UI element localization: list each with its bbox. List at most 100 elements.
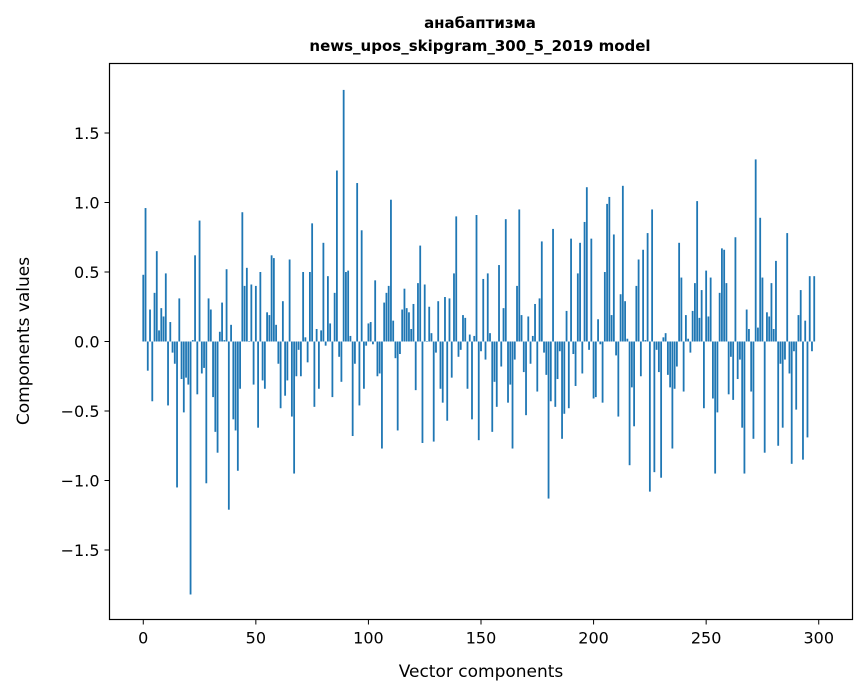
- y-axis-label: Components values: [14, 257, 34, 425]
- bar: [775, 260, 777, 342]
- bar: [250, 284, 253, 342]
- bar: [421, 341, 424, 443]
- bar: [203, 341, 205, 368]
- bar: [513, 341, 516, 360]
- bar: [660, 341, 663, 478]
- bar: [547, 341, 550, 499]
- bar: [455, 216, 458, 342]
- bar: [687, 338, 690, 342]
- bar: [444, 297, 446, 342]
- bar: [795, 341, 798, 410]
- bar: [615, 341, 617, 356]
- bar: [808, 276, 811, 342]
- x-tick-label: 300: [803, 629, 834, 648]
- bar: [245, 267, 248, 342]
- bar: [432, 341, 435, 442]
- bar: [772, 328, 775, 342]
- x-tick-label: 0: [138, 629, 148, 648]
- bar: [628, 341, 631, 466]
- bar: [684, 315, 687, 342]
- bar: [531, 335, 534, 342]
- bar: [363, 341, 365, 389]
- axes-frame: [108, 62, 854, 621]
- bar: [239, 341, 241, 389]
- bar: [241, 212, 244, 342]
- bar: [306, 341, 309, 363]
- bar: [655, 341, 658, 350]
- y-tick-label: −1.0: [61, 472, 100, 491]
- bar: [473, 335, 476, 342]
- bar: [563, 341, 566, 414]
- bar: [185, 341, 187, 378]
- bar: [171, 341, 174, 353]
- bar: [804, 320, 807, 342]
- bar: [178, 298, 181, 342]
- bar: [272, 258, 275, 342]
- bar: [209, 309, 212, 342]
- bar: [396, 341, 399, 431]
- bar: [495, 341, 498, 407]
- bar: [723, 249, 726, 342]
- bar: [268, 315, 271, 342]
- bar: [162, 316, 165, 342]
- bar: [347, 270, 350, 342]
- x-tick-label: 50: [246, 629, 266, 648]
- bar: [545, 341, 548, 375]
- bar: [700, 290, 703, 342]
- bar: [552, 228, 554, 342]
- bar: [781, 341, 784, 428]
- bar: [802, 341, 804, 460]
- bar: [471, 341, 473, 420]
- bar: [448, 298, 451, 342]
- bar: [745, 309, 748, 342]
- bar: [475, 215, 478, 342]
- bar: [752, 341, 755, 439]
- bar: [216, 341, 219, 453]
- bar: [543, 341, 545, 353]
- bar: [664, 333, 667, 342]
- bar: [227, 341, 230, 510]
- bar: [160, 308, 163, 342]
- bar: [680, 277, 683, 342]
- bar: [385, 292, 388, 342]
- bar: [214, 341, 217, 432]
- bar: [579, 242, 581, 342]
- bar: [797, 315, 800, 342]
- bar: [360, 230, 363, 342]
- bar: [502, 308, 505, 342]
- bar: [712, 341, 714, 399]
- bar: [624, 301, 626, 342]
- bar: [583, 221, 586, 342]
- bar: [617, 341, 620, 417]
- bar: [689, 341, 692, 353]
- bar: [189, 341, 192, 595]
- bar: [698, 317, 701, 342]
- bar: [286, 341, 289, 381]
- bar: [446, 341, 449, 421]
- bar: [590, 238, 593, 342]
- x-axis-ticks: 0 50 100 150 200 250 300: [138, 619, 834, 648]
- y-tick-label: −0.5: [61, 402, 100, 421]
- bar: [594, 341, 597, 398]
- bar: [721, 248, 723, 342]
- bar: [603, 272, 606, 342]
- bar: [696, 201, 699, 342]
- bar: [351, 341, 354, 437]
- bar: [799, 290, 802, 342]
- bar: [525, 341, 527, 416]
- bar: [275, 324, 278, 342]
- bar: [558, 341, 561, 352]
- bar: [153, 292, 156, 342]
- bar: [736, 341, 739, 380]
- bar: [581, 341, 584, 374]
- bar: [223, 340, 226, 342]
- bar: [437, 301, 440, 342]
- bar: [408, 312, 410, 342]
- bar: [232, 341, 235, 420]
- bar: [702, 341, 705, 409]
- bar: [718, 292, 721, 342]
- bar: [763, 341, 766, 453]
- bar: [779, 341, 782, 364]
- bar: [707, 316, 710, 342]
